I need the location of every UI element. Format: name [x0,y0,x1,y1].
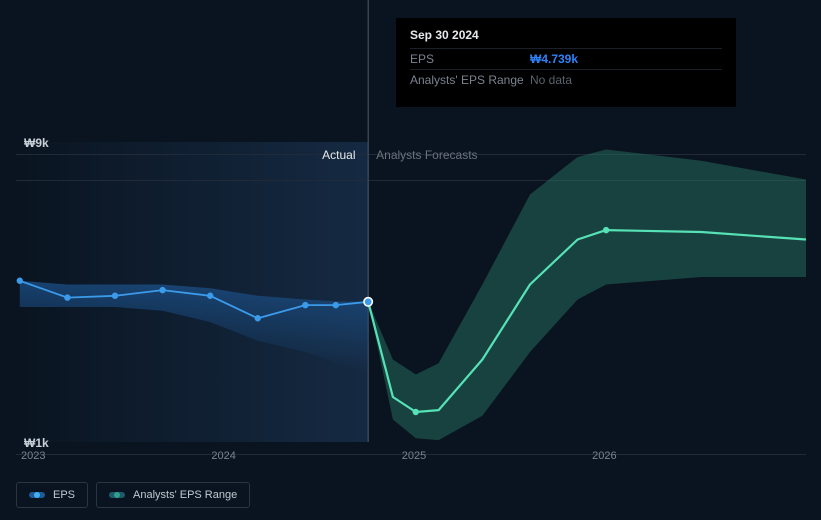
tooltip-val-range: No data [530,73,572,87]
legend-eps[interactable]: EPS [16,482,88,508]
tooltip-key-range: Analysts' EPS Range [410,73,530,87]
swatch-eps-dot-icon [34,492,40,498]
swatch-eps-icon [29,492,45,498]
x-tick-2023: 2023 [21,450,45,462]
eps-chart: ₩9k ₩1k Actual Analysts Forecasts Sep 30… [16,0,806,442]
x-tick-2024: 2024 [211,450,235,462]
tooltip-date: Sep 30 2024 [410,28,722,42]
tooltip-val-eps: ₩4.739k [530,52,578,66]
x-tick-2025: 2025 [402,450,426,462]
swatch-range-dot-icon [114,492,120,498]
x-tick-2026: 2026 [592,450,616,462]
legend: EPS Analysts' EPS Range [16,482,250,508]
x-axis: 2023 2024 2025 2026 [16,450,806,470]
legend-eps-label: EPS [53,489,75,501]
tooltip-key-eps: EPS [410,52,530,66]
tooltip-row-range: Analysts' EPS Range No data [410,69,722,87]
chart-tooltip: Sep 30 2024 EPS ₩4.739k Analysts' EPS Ra… [396,18,736,107]
tooltip-row-eps: EPS ₩4.739k [410,48,722,66]
legend-range-label: Analysts' EPS Range [133,489,237,501]
legend-range[interactable]: Analysts' EPS Range [96,482,250,508]
swatch-range-icon [109,492,125,498]
